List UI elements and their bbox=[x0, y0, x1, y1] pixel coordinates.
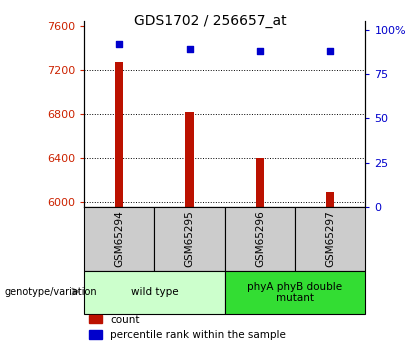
Point bbox=[327, 48, 333, 53]
Text: genotype/variation: genotype/variation bbox=[4, 287, 97, 296]
Bar bbox=[326, 192, 334, 207]
Text: phyA phyB double
mutant: phyA phyB double mutant bbox=[247, 282, 343, 303]
Bar bbox=[84, 271, 225, 314]
Bar bbox=[185, 112, 194, 207]
Point bbox=[257, 48, 263, 53]
Text: GSM65294: GSM65294 bbox=[114, 210, 124, 267]
Text: GSM65296: GSM65296 bbox=[255, 210, 265, 267]
Bar bbox=[155, 207, 225, 271]
Legend: count, percentile rank within the sample: count, percentile rank within the sample bbox=[89, 315, 286, 340]
Bar bbox=[256, 158, 264, 207]
Bar bbox=[225, 207, 295, 271]
Text: GSM65297: GSM65297 bbox=[325, 210, 335, 267]
Bar bbox=[295, 207, 365, 271]
Point bbox=[186, 46, 193, 52]
Bar bbox=[115, 62, 123, 207]
Point bbox=[116, 41, 123, 47]
Text: GSM65295: GSM65295 bbox=[184, 210, 194, 267]
Text: wild type: wild type bbox=[131, 287, 178, 297]
Bar bbox=[225, 271, 365, 314]
Bar bbox=[84, 207, 155, 271]
Text: GDS1702 / 256657_at: GDS1702 / 256657_at bbox=[134, 14, 286, 28]
